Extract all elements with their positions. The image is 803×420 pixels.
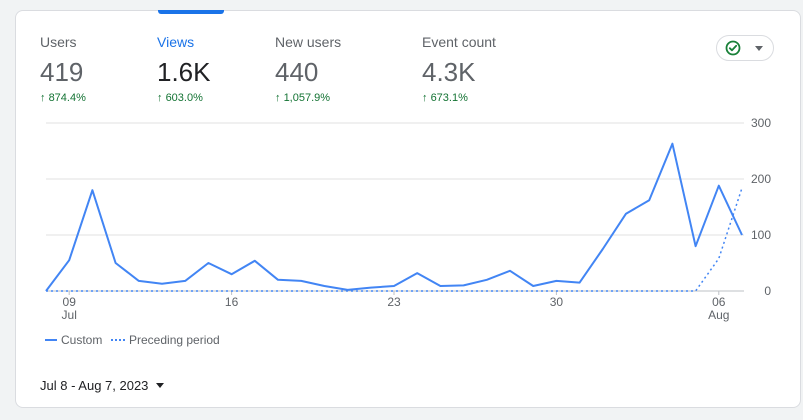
insights-check-button[interactable] bbox=[716, 35, 774, 61]
x-tick-label: 23 bbox=[387, 295, 401, 309]
dotted-line-swatch bbox=[111, 339, 125, 341]
y-tick-label: 200 bbox=[751, 172, 771, 186]
active-tab-indicator bbox=[158, 10, 224, 14]
metric-views[interactable]: Views 1.6K ↑ 603.0% bbox=[157, 33, 211, 105]
metric-label: Event count bbox=[422, 34, 496, 50]
metric-change: ↑ 603.0% bbox=[157, 91, 211, 105]
series-line-custom bbox=[45, 142, 743, 292]
metric-event-count[interactable]: Event count 4.3K ↑ 673.1% bbox=[422, 33, 496, 105]
metric-change: ↑ 1,057.9% bbox=[275, 91, 341, 105]
x-tick-label: 06 bbox=[712, 295, 726, 309]
y-tick-label: 300 bbox=[751, 116, 771, 130]
legend-label: Preceding period bbox=[129, 333, 220, 347]
metric-label: Users bbox=[40, 34, 77, 50]
views-card: Users 419 ↑ 874.4% Views 1.6K ↑ 603.0% N… bbox=[15, 10, 801, 408]
metric-users[interactable]: Users 419 ↑ 874.4% bbox=[40, 33, 86, 105]
metric-label: Views bbox=[157, 34, 195, 50]
legend-label: Custom bbox=[61, 333, 103, 347]
metric-value: 440 bbox=[275, 57, 319, 87]
date-range-selector[interactable]: Jul 8 - Aug 7, 2023 bbox=[40, 378, 165, 393]
metric-new-users[interactable]: New users 440 ↑ 1,057.9% bbox=[275, 33, 341, 105]
metric-value: 419 bbox=[40, 57, 84, 87]
y-tick-label: 0 bbox=[764, 284, 771, 298]
metric-label: New users bbox=[275, 34, 342, 50]
check-circle-icon bbox=[725, 40, 741, 56]
caret-down-icon bbox=[156, 383, 165, 388]
chevron-down-icon bbox=[755, 46, 763, 51]
x-tick-label: 16 bbox=[225, 295, 239, 309]
arrow-up-icon: ↑ bbox=[422, 92, 428, 104]
legend-item-custom[interactable]: Custom bbox=[45, 333, 102, 347]
metric-value: 4.3K bbox=[422, 57, 476, 87]
metric-change: ↑ 874.4% bbox=[40, 91, 86, 105]
arrow-up-icon: ↑ bbox=[40, 92, 46, 104]
series-line-preceding-period bbox=[46, 187, 743, 292]
arrow-up-icon: ↑ bbox=[275, 92, 281, 104]
metric-change-value: 673.1% bbox=[430, 92, 468, 104]
y-tick-label: 100 bbox=[751, 228, 771, 242]
metric-value: 1.6K bbox=[157, 57, 211, 87]
x-tick-sublabel: Jul bbox=[62, 308, 77, 322]
metric-change: ↑ 673.1% bbox=[422, 91, 496, 105]
x-tick-label: 30 bbox=[550, 295, 564, 309]
legend-item-preceding-period[interactable]: Preceding period bbox=[111, 333, 220, 347]
x-tick-sublabel: Aug bbox=[708, 308, 729, 322]
metric-change-value: 603.0% bbox=[165, 92, 203, 104]
metric-change-value: 1,057.9% bbox=[283, 92, 331, 104]
date-range-label: Jul 8 - Aug 7, 2023 bbox=[40, 378, 149, 393]
arrow-up-icon: ↑ bbox=[157, 92, 163, 104]
solid-line-swatch bbox=[45, 339, 57, 341]
x-tick-label: 09 bbox=[63, 295, 77, 309]
metric-change-value: 874.4% bbox=[48, 92, 86, 104]
